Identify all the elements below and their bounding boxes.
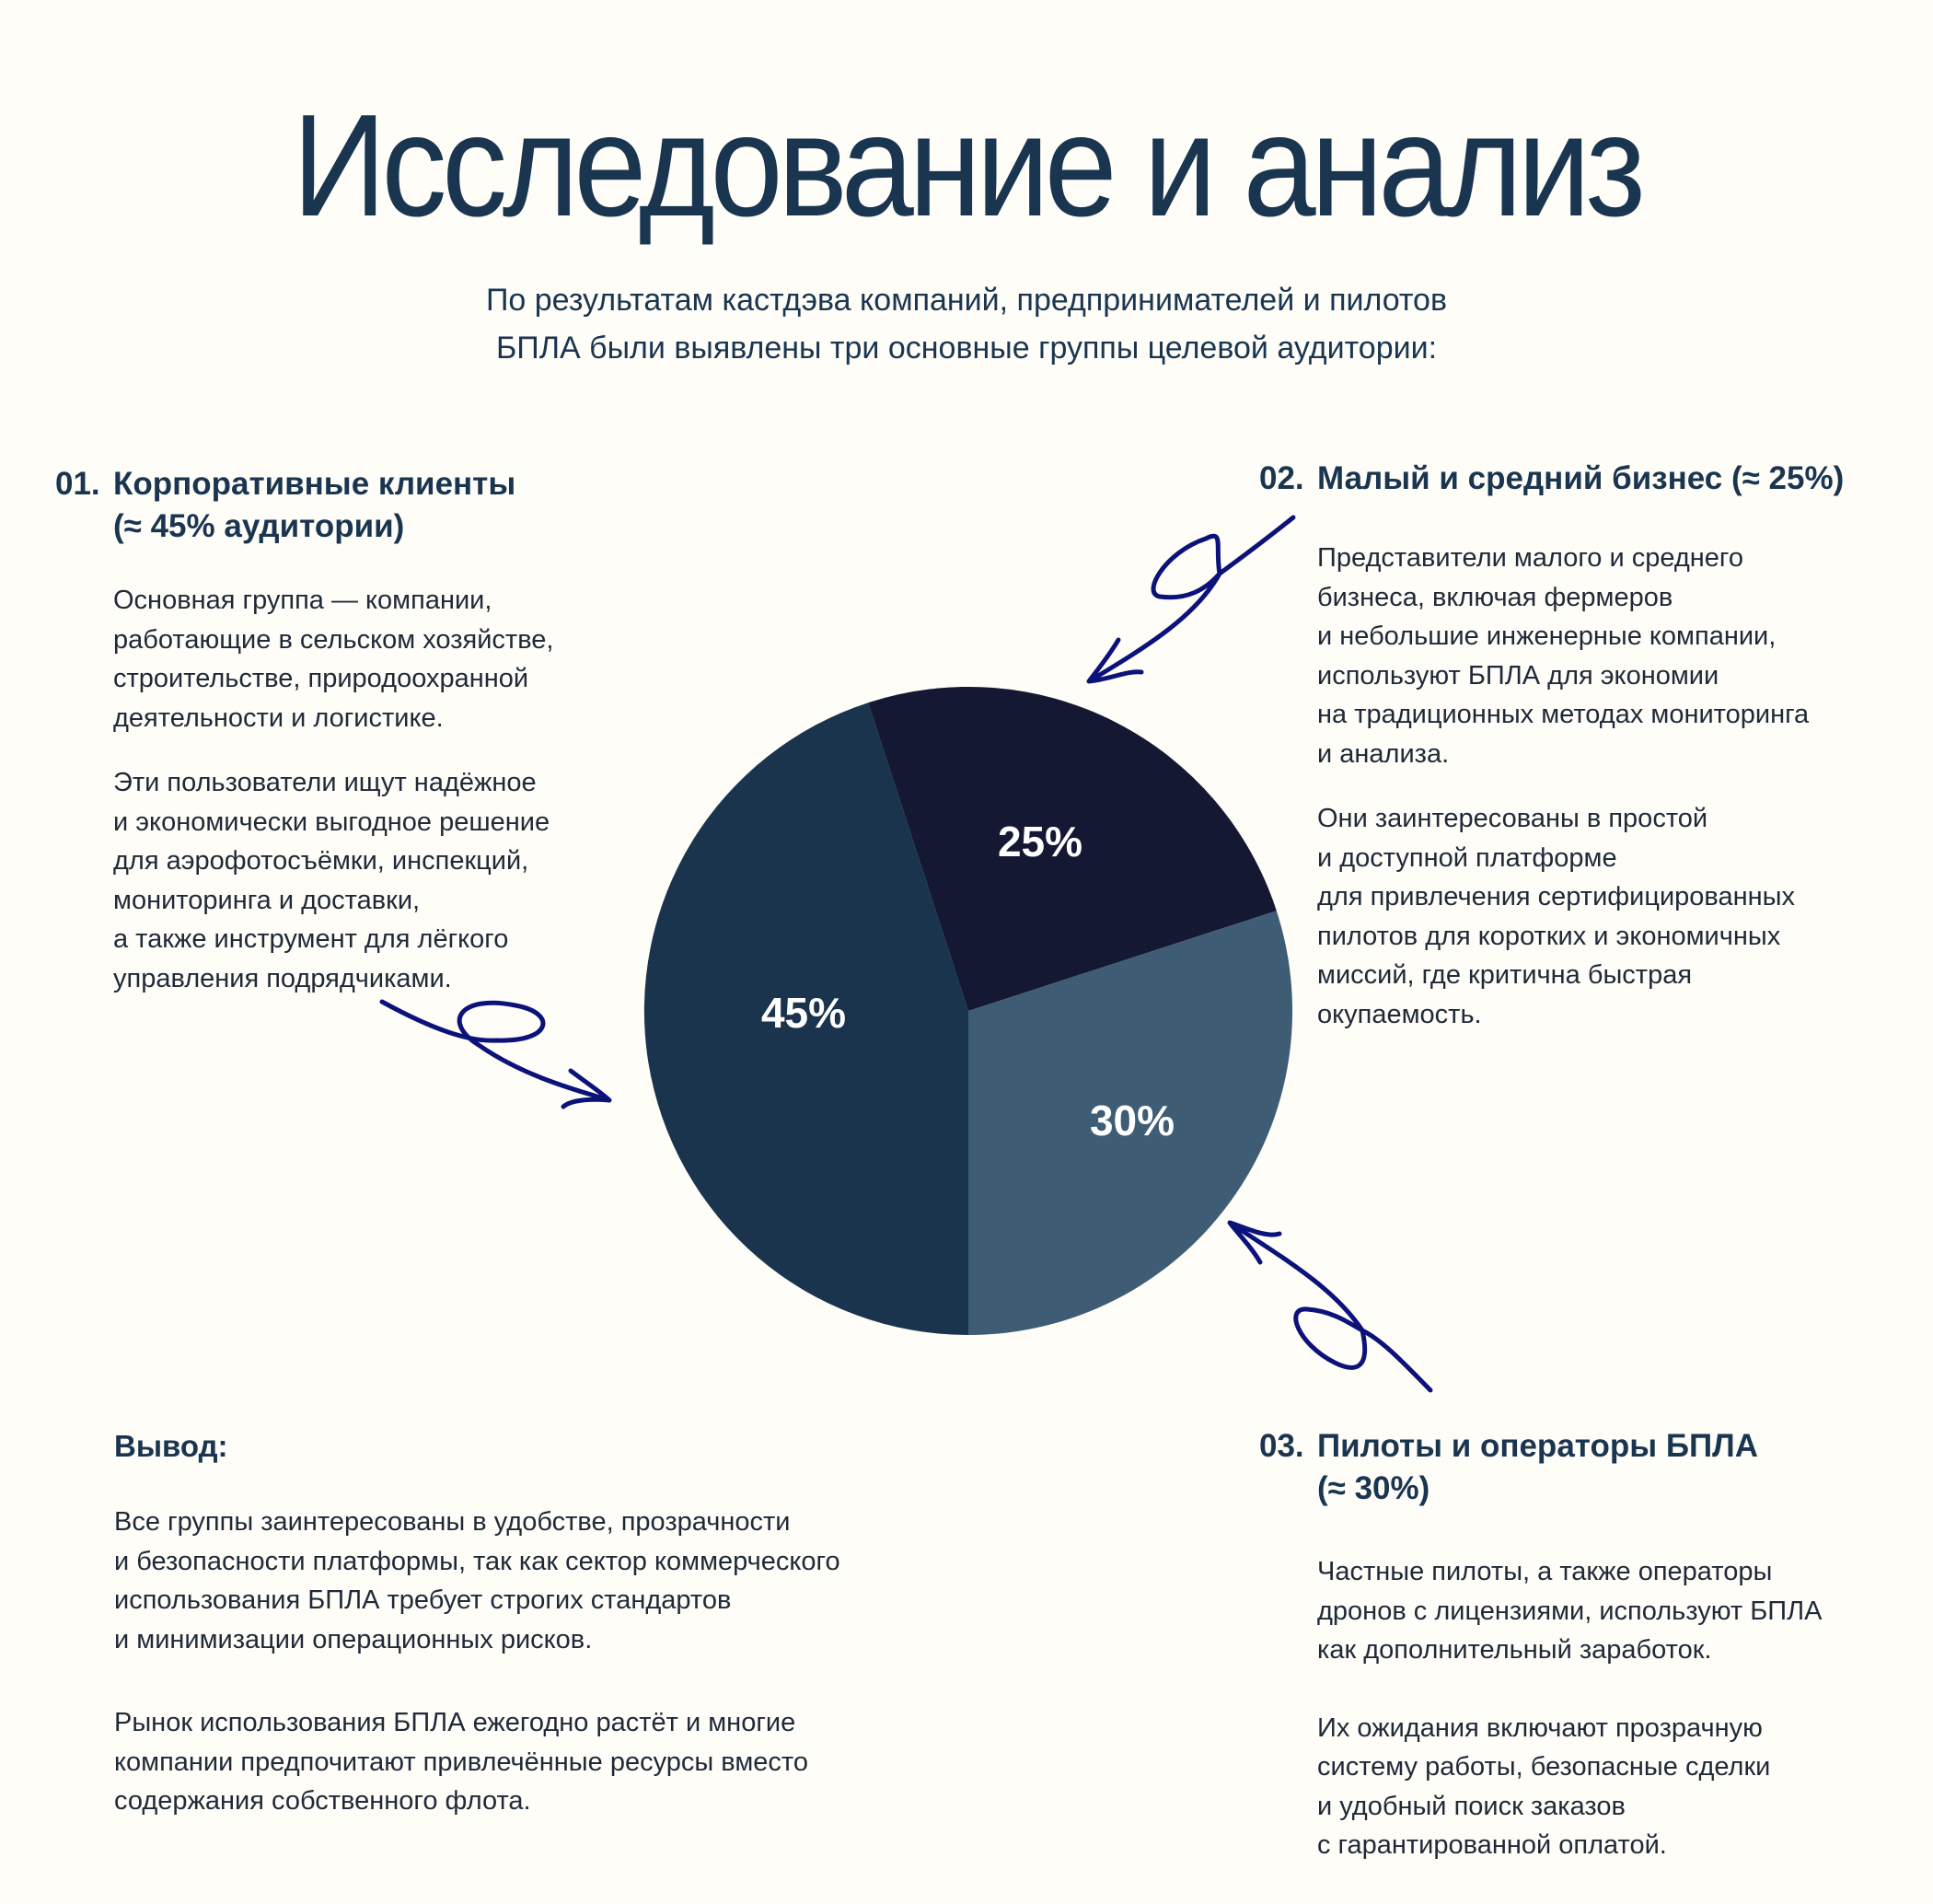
group-number: 03.	[1259, 1428, 1304, 1464]
arrow-to-corporate-icon	[379, 999, 612, 1109]
group-paragraph: Частные пилоты, а также операторы дронов…	[1317, 1557, 1823, 1665]
group-paragraph: Их ожидания включают прозрачную систему …	[1317, 1712, 1771, 1861]
group-smb: 02. Малый и средний бизнес (≈ 25%) Предс…	[1259, 458, 1904, 1060]
pie-label-corporate: 45%	[761, 989, 846, 1037]
conclusion-title: Вывод:	[114, 1429, 228, 1463]
group-title: Пилоты и операторы БПЛА (≈ 30%)	[1317, 1428, 1758, 1506]
group-number: 02.	[1259, 460, 1304, 496]
conclusion: Вывод: Все группы заинтересованы в удобс…	[114, 1425, 943, 1821]
subtitle-line-1: По результатам кастдэва компаний, предпр…	[485, 283, 1448, 318]
subtitle-line-2: БПЛА были выявлены три основные группы ц…	[495, 331, 1438, 366]
pie-label-pilots: 30%	[1090, 1097, 1175, 1144]
group-paragraph: Эти пользователи ищут надёжное и экономи…	[113, 768, 550, 993]
pie-label-smb: 25%	[998, 818, 1082, 865]
conclusion-paragraph: Рынок использования БПЛА ежегодно растёт…	[114, 1708, 809, 1816]
pie-chart: 45% 25% 30%	[379, 515, 1433, 1393]
group-paragraph: Представители малого и среднего бизнеса,…	[1317, 543, 1810, 769]
subtitle: По результатам кастдэва компаний, предпр…	[276, 276, 1657, 372]
arrow-to-pilots-icon	[1227, 1220, 1433, 1393]
pie-slice-corporate	[643, 702, 968, 1335]
conclusion-paragraph: Все группы заинтересованы в удобстве, пр…	[114, 1507, 840, 1654]
group-pilots: 03. Пилоты и операторы БПЛА (≈ 30%) Част…	[1259, 1425, 1904, 1904]
group-paragraph: Основная группа — компании, работающие в…	[113, 586, 554, 733]
pie-slice-pilots	[968, 911, 1293, 1335]
group-corporate: 01. Корпоративные клиенты (≈ 45% аудитор…	[55, 463, 626, 1024]
group-paragraph: Они заинтересованы в простой и доступной…	[1317, 804, 1795, 1029]
group-number: 01.	[55, 466, 100, 502]
arrow-to-smb-icon	[1086, 515, 1296, 684]
pie-slice-smb	[868, 686, 1277, 1011]
group-title: Малый и средний бизнес (≈ 25%)	[1317, 460, 1845, 496]
group-title: Корпоративные клиенты (≈ 45% аудитории)	[113, 466, 516, 544]
page-title: Исследование и анализ	[292, 85, 1646, 247]
